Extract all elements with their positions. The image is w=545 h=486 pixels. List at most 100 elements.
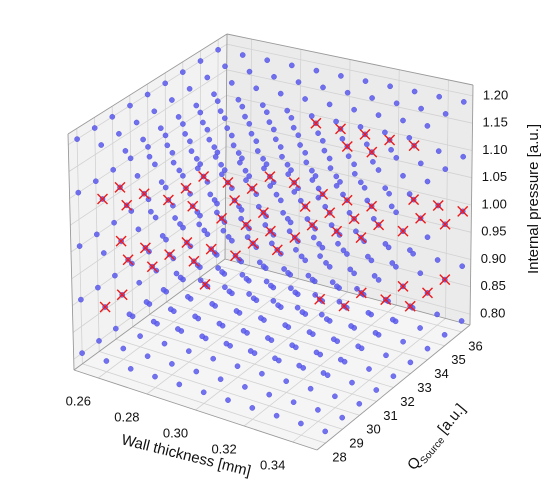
data-point-circle xyxy=(180,172,186,179)
data-point-circle xyxy=(185,293,191,300)
data-point-circle xyxy=(133,119,140,126)
data-point-circle xyxy=(236,203,242,210)
data-point-circle xyxy=(134,173,141,179)
data-point-circle xyxy=(170,159,177,166)
data-point-circle xyxy=(436,93,443,100)
data-point-circle xyxy=(460,99,467,105)
data-point-circle xyxy=(204,179,211,185)
data-point-circle xyxy=(112,272,118,279)
data-point-circle xyxy=(365,253,371,260)
data-point-circle xyxy=(256,259,263,266)
data-point-circle xyxy=(373,387,380,393)
data-point-circle xyxy=(458,318,465,324)
pane-edge xyxy=(73,258,226,371)
data-point-circle xyxy=(220,227,227,234)
data-point-circle xyxy=(268,240,275,247)
data-point-circle xyxy=(111,219,117,226)
data-point-circle xyxy=(364,197,371,204)
data-point-circle xyxy=(228,80,235,86)
data-point-circle xyxy=(307,385,314,392)
data-point-circle xyxy=(365,309,372,316)
data-point-circle xyxy=(459,263,466,270)
data-point-circle xyxy=(204,126,211,133)
data-point-circle xyxy=(310,234,317,241)
data-point-circle xyxy=(261,165,267,172)
data-point-circle xyxy=(244,234,251,240)
data-point-circle xyxy=(234,363,241,370)
data-point-circle xyxy=(219,171,225,178)
data-point-circle xyxy=(406,191,413,197)
data-point-circle xyxy=(230,142,237,149)
data-point-circle xyxy=(363,141,370,148)
data-point-cross xyxy=(264,225,276,237)
data-point-circle xyxy=(259,102,266,108)
data-point-circle xyxy=(78,296,84,303)
data-point-circle xyxy=(382,185,389,191)
x-tick-label: 0.32 xyxy=(211,441,236,456)
data-point-cross xyxy=(187,200,199,212)
x-tick-label: 0.34 xyxy=(260,457,285,472)
data-point-circle xyxy=(152,161,158,168)
data-point-circle xyxy=(194,165,201,172)
data-point-circle xyxy=(293,246,299,253)
data-point-circle xyxy=(295,132,302,138)
data-point-circle xyxy=(187,138,193,145)
data-point-circle xyxy=(370,158,376,165)
data-point-circle xyxy=(270,126,277,133)
data-point-circle xyxy=(268,282,274,289)
data-point-cross xyxy=(114,181,126,193)
data-point-circle xyxy=(204,231,211,237)
data-point-circle xyxy=(260,155,266,162)
data-point-circle xyxy=(254,148,261,154)
data-point-circle xyxy=(354,285,360,292)
pane-edge xyxy=(67,33,228,135)
data-point-circle xyxy=(285,171,292,177)
data-point-cross xyxy=(246,183,258,195)
data-point-circle xyxy=(326,263,333,270)
data-point-circle xyxy=(136,279,142,286)
data-point-circle xyxy=(344,251,350,257)
data-point-circle xyxy=(75,189,82,196)
data-point-circle xyxy=(382,241,389,247)
data-point-circle xyxy=(388,146,394,153)
data-point-cross xyxy=(331,225,343,237)
data-point-circle xyxy=(266,391,273,398)
z-tick-label: 1.05 xyxy=(482,169,507,184)
data-point-circle xyxy=(407,247,413,253)
data-point-circle xyxy=(370,215,377,222)
left-pane xyxy=(68,34,227,370)
data-point-circle xyxy=(159,233,166,239)
data-point-circle xyxy=(209,301,215,307)
data-point-circle xyxy=(239,52,246,58)
data-point-circle xyxy=(371,273,378,279)
data-point-circle xyxy=(79,350,85,356)
data-point-circle xyxy=(333,173,340,180)
data-point-circle xyxy=(246,68,253,75)
data-point-circle xyxy=(223,340,230,347)
data-point-circle xyxy=(265,335,271,341)
data-point-circle xyxy=(207,191,214,198)
data-point-circle xyxy=(312,292,319,298)
data-point-cross xyxy=(198,171,210,182)
data-point-circle xyxy=(393,100,400,107)
z-tick-label: 0.80 xyxy=(480,306,505,321)
data-point-circle xyxy=(302,96,308,102)
data-point-circle xyxy=(98,142,104,148)
data-point-circle xyxy=(318,311,325,318)
data-point-circle xyxy=(424,123,431,129)
data-point-circle xyxy=(242,384,248,390)
data-point-circle xyxy=(273,412,280,419)
data-point-circle xyxy=(312,173,319,179)
data-point-circle xyxy=(204,74,211,81)
data-point-circle xyxy=(162,80,168,87)
data-point-circle xyxy=(351,170,358,177)
data-point-circle xyxy=(176,167,183,174)
data-point-circle xyxy=(187,190,193,197)
data-point-circle xyxy=(442,166,449,172)
data-point-circle xyxy=(382,129,388,136)
data-point-circle xyxy=(345,153,352,159)
data-point-circle xyxy=(262,222,269,228)
data-point-circle xyxy=(193,155,200,162)
data-point-circle xyxy=(211,144,218,150)
